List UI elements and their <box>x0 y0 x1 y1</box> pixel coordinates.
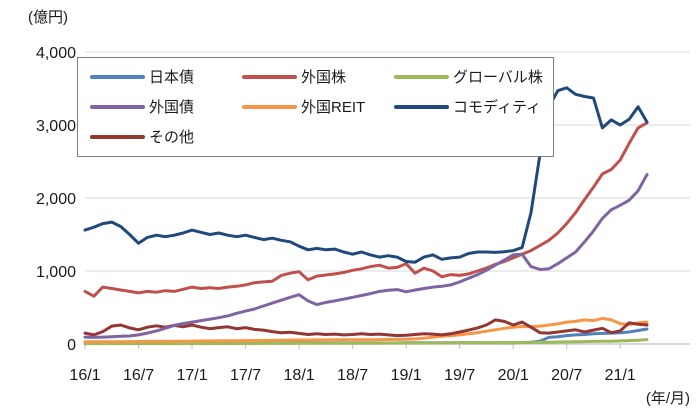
x-axis-labels: 16/1 16/7 17/1 17/7 18/1 18/7 19/1 19/7 20/1 20/7… <box>69 367 635 384</box>
x-tick-label: 17/7 <box>230 367 261 384</box>
legend-label-japan-bonds: 日本債 <box>149 68 195 86</box>
y-tick-label: 3,000 <box>36 118 76 135</box>
x-tick-label: 19/7 <box>444 367 475 384</box>
series-lines <box>83 86 649 346</box>
legend-item-japan-bonds: 日本債 <box>90 70 242 85</box>
legend-label-others: その他 <box>149 128 195 146</box>
legend-swatch-japan-bonds <box>90 75 145 79</box>
y-axis-unit-label: (億円) <box>28 9 68 26</box>
legend-label-global-stocks: グローバル株 <box>453 68 543 86</box>
legend-item-foreign-bonds: 外国債 <box>90 100 242 115</box>
x-tick-label: 18/7 <box>337 367 368 384</box>
y-tick-label: 4,000 <box>36 45 76 62</box>
x-tick-label: 16/1 <box>69 367 100 384</box>
x-tick-label: 18/1 <box>284 367 315 384</box>
x-axis-unit-label: (年/月) <box>646 390 690 407</box>
line-foreign-bonds <box>83 173 649 339</box>
legend-item-foreign-stocks: 外国株 <box>242 70 394 85</box>
legend-item-commodities: コモディティ <box>394 100 559 115</box>
x-axis-ticks <box>84 344 621 349</box>
x-tick-label: 16/7 <box>123 367 154 384</box>
legend-item-foreign-reit: 外国REIT <box>242 100 394 115</box>
legend-swatch-foreign-stocks <box>242 75 297 79</box>
y-tick-label: 0 <box>67 337 76 354</box>
line-others <box>83 318 649 338</box>
legend-swatch-foreign-bonds <box>90 105 145 109</box>
legend-item-global-stocks: グローバル株 <box>394 70 559 85</box>
x-tick-label: 21/1 <box>605 367 636 384</box>
legend-item-others: その他 <box>90 130 242 145</box>
line-global-stocks <box>83 338 649 346</box>
legend-label-foreign-bonds: 外国債 <box>149 98 195 116</box>
legend-label-commodities: コモディティ <box>453 98 542 116</box>
x-tick-label: 20/1 <box>498 367 529 384</box>
line-foreign-reit <box>83 316 649 344</box>
legend-swatch-global-stocks <box>394 75 449 79</box>
line-foreign-stocks <box>83 121 649 298</box>
legend-label-foreign-stocks: 外国株 <box>301 68 347 86</box>
x-tick-label: 17/1 <box>176 367 207 384</box>
legend-swatch-commodities <box>394 105 449 109</box>
legend-swatch-others <box>90 135 145 139</box>
x-tick-label: 19/1 <box>391 367 422 384</box>
y-tick-label: 2,000 <box>36 191 76 208</box>
legend: 日本債 外国株 グローバル株外国債 外国REIT コモディティその他 <box>77 57 554 157</box>
x-tick-label: 20/7 <box>551 367 582 384</box>
y-axis-labels: 4,000 3,000 2,000 1,000 0 <box>36 45 76 354</box>
legend-label-foreign-reit: 外国REIT <box>301 98 366 116</box>
y-tick-label: 1,000 <box>36 264 76 281</box>
legend-swatch-foreign-reit <box>242 105 297 109</box>
